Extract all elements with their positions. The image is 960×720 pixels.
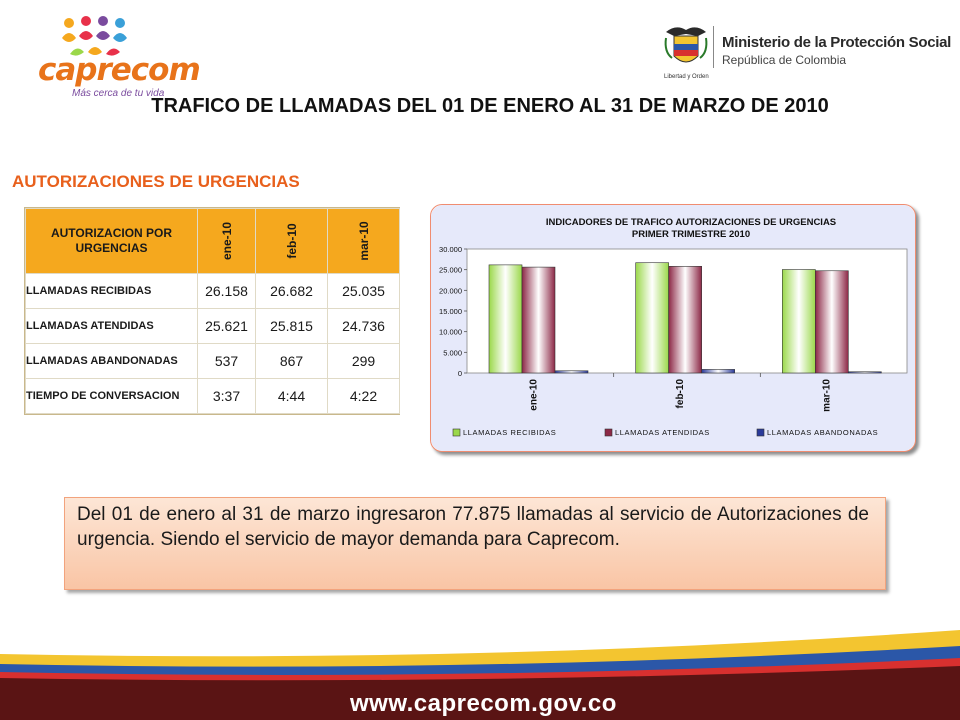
table-cell: 25.621 [197,308,256,344]
bar-chart: INDICADORES DE TRAFICO AUTORIZACIONES DE… [430,204,916,452]
bar [848,371,882,374]
ministry-name: Ministerio de la Protección Social [722,34,952,51]
y-tick-label: 15.000 [439,307,462,316]
caprecom-logo: caprecom Más cerca de tu vida [30,16,201,99]
y-tick-label: 10.000 [439,328,462,337]
bar [815,270,849,374]
table-header-month: mar-10 [327,208,400,274]
table-header-label: AUTORIZACION POR URGENCIAS [25,208,198,274]
page-title: TRAFICO DE LLAMADAS DEL 01 DE ENERO AL 3… [151,95,829,117]
chart-title: INDICADORES DE TRAFICO AUTORIZACIONES DE… [546,217,836,228]
ministry-logo: Libertad y Orden Ministerio de la Protec… [662,22,952,84]
flag-swoosh [0,630,960,720]
footer-band [0,620,960,720]
x-tick-label: ene-10 [528,379,539,411]
legend-swatch [756,428,765,437]
bar [701,369,735,374]
table-cell: 26.158 [197,273,256,309]
ministry-subtitle: República de Colombia [722,53,847,67]
bar [521,266,556,374]
table-row: LLAMADAS ABANDONADAS 537 867 299 [25,343,400,379]
y-tick-label: 30.000 [439,245,462,254]
row-label: TIEMPO DE CONVERSACION [25,378,198,414]
y-tick-label: 25.000 [439,266,462,275]
footer-url: www.caprecom.gov.co [350,690,617,717]
table-cell: 299 [327,343,400,379]
data-table: AUTORIZACION POR URGENCIAS ene-10 feb-10… [24,207,400,415]
table-cell: 25.035 [327,273,400,309]
row-label: LLAMADAS RECIBIDAS [25,273,198,309]
table-cell: 4:44 [255,378,328,414]
x-tick-label: mar-10 [822,379,833,412]
table-cell: 4:22 [327,378,400,414]
y-tick-label: 0 [458,369,462,378]
legend-swatch [604,428,613,437]
table-cell: 26.682 [255,273,328,309]
table-cell: 867 [255,343,328,379]
bar [782,269,816,374]
row-label: LLAMADAS ATENDIDAS [25,308,198,344]
bar [635,262,669,374]
y-tick-label: 20.000 [439,286,462,295]
brand-name: caprecom [38,52,201,88]
table-row: LLAMADAS ATENDIDAS 25.621 25.815 24.736 [25,308,400,344]
table-row: LLAMADAS RECIBIDAS 26.158 26.682 25.035 [25,273,400,309]
bar [668,265,702,374]
y-tick-label: 5.000 [443,348,462,357]
legend-swatch [452,428,461,437]
summary-text: Del 01 de enero al 31 de marzo ingresaro… [77,504,869,550]
table-header-month: feb-10 [255,208,328,274]
summary-box: Del 01 de enero al 31 de marzo ingresaro… [64,497,886,590]
table-cell: 537 [197,343,256,379]
people-icon [62,16,127,56]
brand-slogan: Más cerca de tu vida [72,88,165,99]
bar [554,370,589,374]
table-header-month: ene-10 [197,208,256,274]
divider [713,26,714,68]
legend-label: LLAMADAS RECIBIDAS [463,428,556,437]
chart-title: PRIMER TRIMESTRE 2010 [632,229,750,240]
x-tick-label: feb-10 [675,379,686,409]
crest-motto: Libertad y Orden [664,74,709,80]
bar [488,264,523,374]
legend-label: LLAMADAS ABANDONADAS [767,428,878,437]
chart-canvas: INDICADORES DE TRAFICO AUTORIZACIONES DE… [431,205,915,451]
table-cell: 24.736 [327,308,400,344]
table-cell: 3:37 [197,378,256,414]
row-label: LLAMADAS ABANDONADAS [25,343,198,379]
section-title: AUTORIZACIONES DE URGENCIAS [12,172,300,191]
legend-label: LLAMADAS ATENDIDAS [615,428,710,437]
table-cell: 25.815 [255,308,328,344]
coat-of-arms-icon [664,27,708,63]
table-row: TIEMPO DE CONVERSACION 3:37 4:44 4:22 [25,378,400,414]
